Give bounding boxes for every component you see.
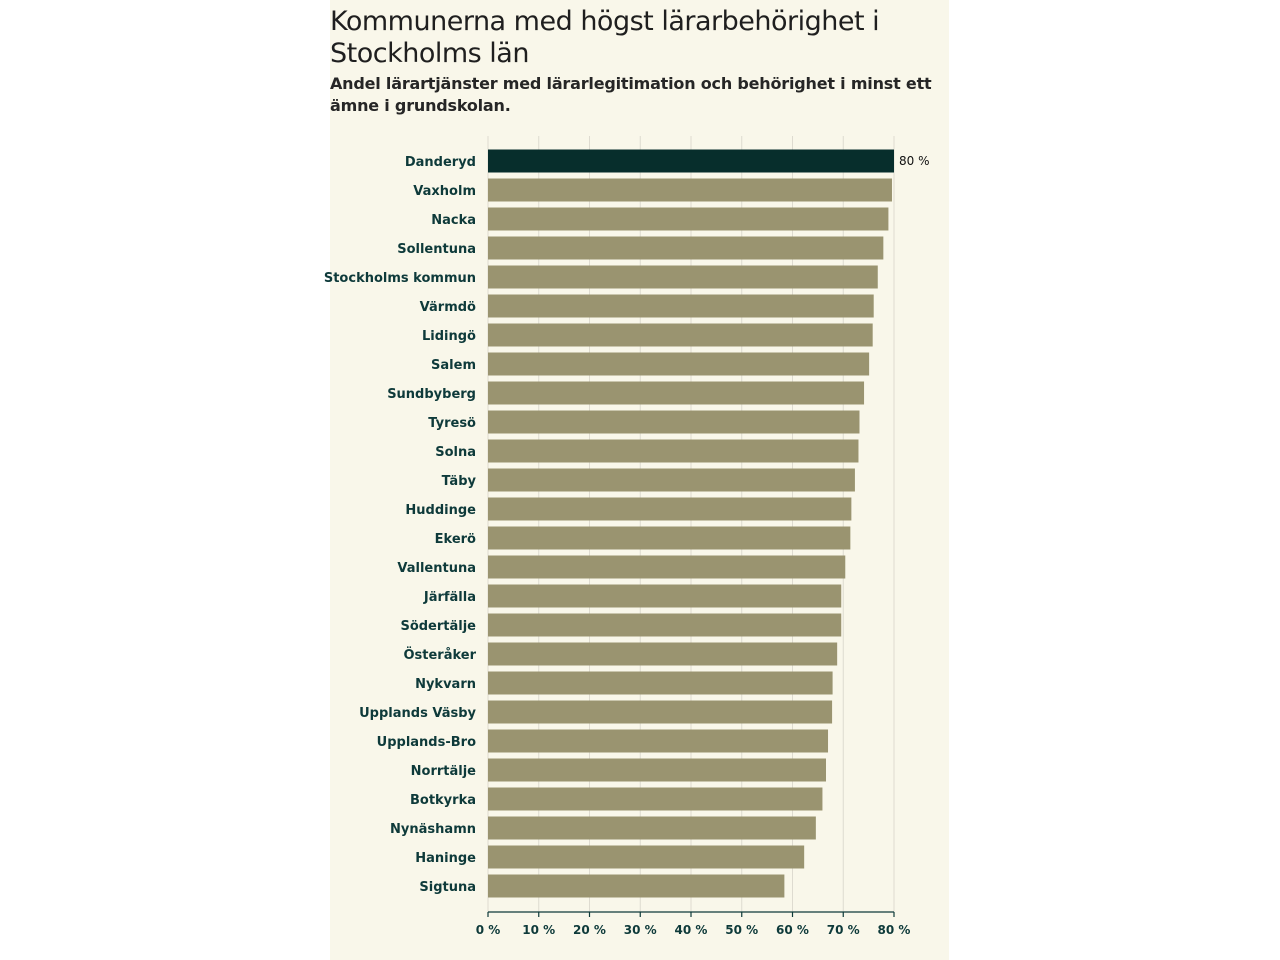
category-label: Norrtälje [411,764,477,779]
chart-subtitle: Andel lärartjänster med lärarlegitimatio… [330,74,932,115]
category-label: Nynäshamn [390,822,476,837]
bar [488,758,826,782]
category-label: Danderyd [405,155,476,170]
category-label: Stockholms kommun [324,271,476,286]
category-label: Järfälla [423,590,476,605]
bar [488,671,833,695]
bar [488,207,889,231]
category-label: Nykvarn [415,677,476,692]
bar [488,323,873,347]
chart-title: Kommunerna med högst lärarbehörighet i S… [330,6,880,69]
bar [488,294,874,318]
category-label: Sollentuna [397,242,476,257]
category-label: Täby [442,474,477,489]
category-label: Upplands Väsby [359,706,476,721]
category-label: Huddinge [405,503,476,518]
category-label: Botkyrka [410,793,476,808]
bar-chart: 80 % Danderyd Vaxholm Nacka Sollentuna Stock… [324,136,930,937]
x-tick-label: 40 % [675,923,708,937]
bar [488,874,785,898]
bar [488,642,838,666]
category-label: Upplands-Bro [377,735,476,750]
gridlines [487,136,895,912]
category-label: Lidingö [422,329,476,344]
bar [488,236,884,260]
category-label: Haninge [415,851,476,866]
bar [488,381,865,405]
category-label: Österåker [403,647,476,663]
category-label: Sundbyberg [387,387,476,402]
bar [488,729,829,753]
bar [488,555,846,579]
category-label: Tyresö [428,416,476,431]
x-tick-label: 30 % [624,923,657,937]
bar [488,845,805,869]
bar [488,265,878,289]
category-label: Värmdö [420,300,476,315]
category-label: Ekerö [435,532,476,547]
category-label: Södertälje [400,619,476,634]
bar [488,700,833,724]
bar [488,497,852,521]
x-tick-label: 80 % [878,923,911,937]
data-label: 80 % [899,154,930,168]
x-tick-label: 70 % [827,923,860,937]
x-axis: 0 % 10 % 20 % 30 % 40 % 50 % 60 % 70 % 80 % [476,911,911,937]
category-label: Solna [435,445,476,460]
bar [488,526,851,550]
bar [488,613,842,637]
x-tick-label: 60 % [776,923,809,937]
bar [488,149,894,173]
bar [488,584,842,608]
chart-panel: Kommunerna med högst lärarbehörighet i S… [324,0,949,960]
category-label: Vallentuna [397,561,476,576]
bar [488,352,870,376]
bar [488,468,855,492]
category-label: Salem [431,358,476,373]
x-tick-label: 50 % [725,923,758,937]
x-tick-label: 10 % [522,923,555,937]
category-labels: Danderyd Vaxholm Nacka Sollentuna Stockholms… [324,155,477,895]
x-tick-label: 20 % [573,923,606,937]
bars: 80 % [488,149,930,898]
bar [488,439,859,463]
bar [488,787,823,811]
category-label: Vaxholm [413,184,476,199]
bar [488,816,816,840]
x-tick-label: 0 % [476,923,501,937]
category-label: Nacka [431,213,476,228]
bar [488,410,860,434]
bar [488,178,892,202]
category-label: Sigtuna [419,880,476,895]
